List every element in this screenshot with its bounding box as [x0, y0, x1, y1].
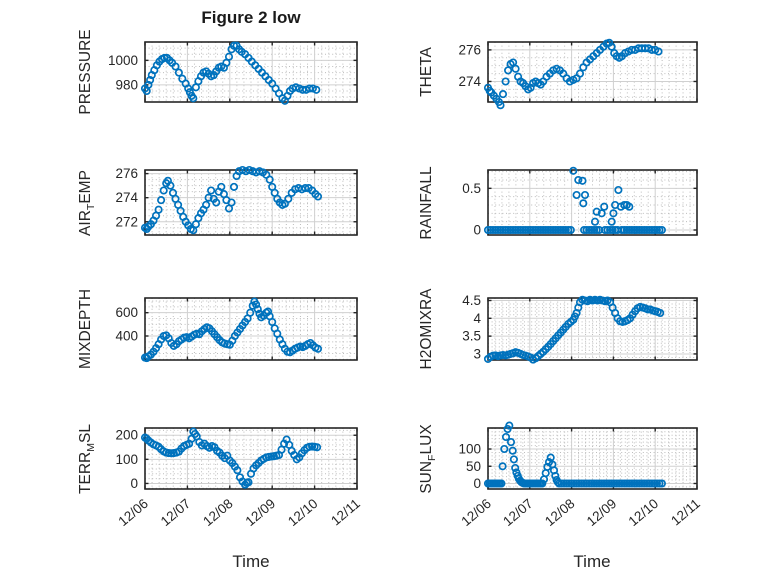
x-tick-labels: 12/06 12/07 12/08 12/09 12/10 12/11	[458, 496, 703, 529]
svg-text:12/09: 12/09	[584, 496, 620, 529]
data-markers-RAINFALL	[483, 166, 666, 235]
svg-text:4.5: 4.5	[462, 293, 481, 308]
y-tick-labels: 980 1000	[108, 53, 138, 92]
svg-text:12/10: 12/10	[285, 496, 321, 529]
axes-box	[487, 427, 698, 490]
minor-grid	[145, 42, 357, 102]
svg-text:272: 272	[115, 214, 138, 229]
subplot-THETA: 274 276	[458, 38, 698, 110]
svg-text:12/10: 12/10	[626, 496, 662, 529]
y-tick-labels: 0 100 200	[115, 428, 138, 491]
svg-text:12/06: 12/06	[458, 496, 494, 529]
subplot-H2OMIXRA: 3 3.5 4 4.5	[462, 293, 698, 364]
svg-text:200: 200	[115, 428, 138, 443]
y-tick-labels: 3 3.5 4 4.5	[462, 293, 481, 361]
minor-grid	[488, 170, 697, 235]
tick-marks	[144, 298, 358, 360]
data-markers-PRESSURE	[140, 41, 321, 105]
data-markers-H2OMIXRA	[483, 295, 665, 364]
svg-text:4: 4	[473, 311, 481, 326]
tick-marks	[487, 42, 698, 102]
figure-title: Figure 2 low	[201, 8, 301, 27]
svg-text:12/06: 12/06	[115, 496, 151, 529]
svg-text:980: 980	[115, 77, 138, 92]
axes-box	[487, 41, 698, 103]
svg-text:3.5: 3.5	[462, 329, 481, 344]
svg-text:50: 50	[466, 459, 481, 474]
ylabel-TERR_MSL: TERRMSL	[77, 423, 98, 494]
axes-box	[144, 169, 358, 236]
subplot-MIXDEPTH: 400 600	[115, 297, 358, 363]
subplot-RAINFALL: 00.5	[462, 166, 698, 238]
svg-text:3: 3	[473, 346, 481, 361]
tick-marks	[144, 42, 358, 102]
svg-text:12/08: 12/08	[542, 496, 578, 529]
subplot-TERR_MSL: 0 100 200 12/06 12/07 12/08 12/09 12/10 12/11	[115, 427, 363, 529]
svg-text:100: 100	[458, 442, 481, 457]
svg-text:0: 0	[473, 476, 481, 491]
svg-text:600: 600	[115, 305, 138, 320]
data-markers-TERR_MSL	[140, 427, 322, 489]
data-markers-THETA	[483, 38, 663, 110]
svg-text:1000: 1000	[108, 53, 138, 68]
svg-text:12/11: 12/11	[328, 496, 363, 529]
major-grid	[145, 428, 357, 489]
axes-box	[487, 169, 698, 236]
svg-text:274: 274	[458, 74, 481, 89]
axes-box	[144, 41, 358, 103]
axes-box	[144, 427, 358, 490]
data-markers-SUN_FLUX	[483, 421, 666, 488]
svg-text:12/07: 12/07	[158, 496, 194, 529]
svg-text:100: 100	[115, 452, 138, 467]
tick-marks	[144, 428, 358, 489]
y-tick-labels: 00.5	[462, 181, 481, 238]
svg-text:12/09: 12/09	[243, 496, 279, 529]
svg-text:12/08: 12/08	[200, 496, 236, 529]
svg-text:12/11: 12/11	[668, 496, 703, 529]
axes-box	[144, 297, 358, 361]
y-tick-labels: 0 50 100	[458, 442, 481, 491]
subplot-AIR_TEMP: 272 274 276	[115, 165, 358, 236]
subplot-PRESSURE: 980 1000	[108, 41, 358, 105]
minor-grid	[145, 298, 357, 360]
data-markers-AIR_TEMP	[140, 165, 323, 235]
svg-text:12/07: 12/07	[500, 496, 536, 529]
y-tick-labels: 274 276	[458, 42, 481, 89]
data-markers-MIXDEPTH	[140, 297, 323, 363]
minor-grid	[145, 170, 357, 235]
subplot-SUN_FLUX: 0 50 100 12/06 12/07 12/08 12/09 12/10 12/11	[458, 421, 703, 529]
x-tick-labels: 12/06 12/07 12/08 12/09 12/10 12/11	[115, 496, 363, 529]
svg-text:276: 276	[115, 166, 138, 181]
svg-text:276: 276	[458, 42, 481, 57]
svg-text:0: 0	[130, 476, 138, 491]
x-axis-label-right: Time	[573, 552, 611, 571]
ylabel-SUN_FLUX: SUNFLUX	[418, 423, 439, 494]
svg-text:0.5: 0.5	[462, 181, 481, 196]
svg-text:0: 0	[473, 223, 481, 238]
svg-text:274: 274	[115, 190, 138, 205]
x-axis-label-left: Time	[232, 552, 270, 571]
y-tick-labels: 272 274 276	[115, 166, 138, 229]
minor-grid	[488, 42, 697, 102]
tick-marks	[144, 170, 358, 235]
y-tick-labels: 400 600	[115, 305, 138, 343]
svg-text:400: 400	[115, 328, 138, 343]
